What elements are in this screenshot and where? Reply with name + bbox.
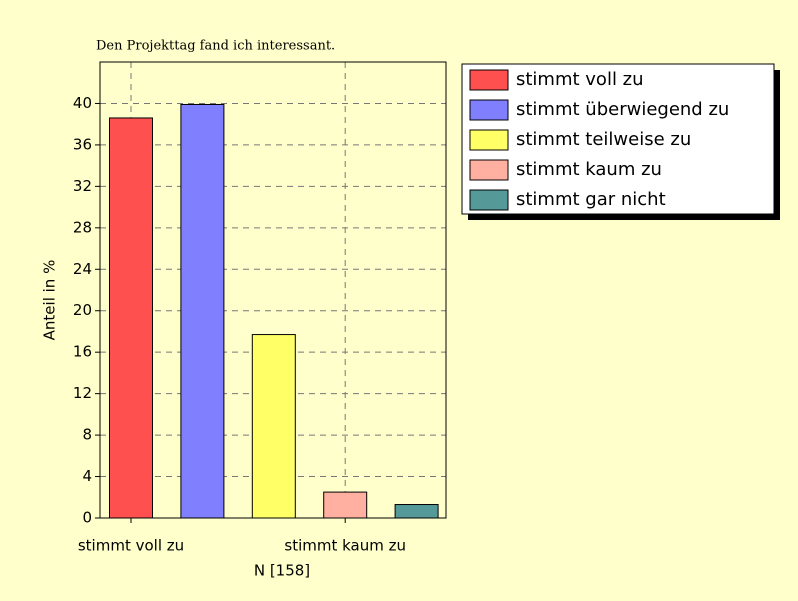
legend-swatch <box>469 159 509 181</box>
y-tick-label: 4 <box>82 467 92 485</box>
legend-swatch <box>469 69 509 91</box>
x-tick-label: stimmt kaum zu <box>284 537 406 555</box>
y-tick-label: 28 <box>73 218 92 236</box>
y-tick-label: 40 <box>73 94 92 112</box>
chart-title: Den Projekttag fand ich interessant. <box>96 39 335 54</box>
y-tick-label: 16 <box>73 343 92 361</box>
y-tick-label: 24 <box>73 260 92 278</box>
plot-border <box>99 61 447 519</box>
legend-label: stimmt teilweise zu <box>516 129 691 150</box>
legend-label: stimmt überwiegend zu <box>516 99 729 120</box>
legend-label: stimmt voll zu <box>516 69 644 90</box>
legend-label: stimmt gar nicht <box>516 189 666 210</box>
x-axis-title: N [158] <box>254 562 310 580</box>
bar <box>251 334 296 519</box>
bar <box>323 491 368 519</box>
legend-swatch <box>469 99 509 121</box>
legend-label: stimmt kaum zu <box>516 159 662 180</box>
y-tick-label: 32 <box>73 177 92 195</box>
y-tick-label: 8 <box>82 426 92 444</box>
bar <box>394 504 439 519</box>
y-tick-label: 36 <box>73 135 92 153</box>
x-tick-label: stimmt voll zu <box>78 537 184 555</box>
bar <box>180 103 225 519</box>
y-tick-label: 0 <box>82 509 92 527</box>
y-axis-title: Anteil in % <box>41 260 59 341</box>
bar <box>109 117 153 519</box>
legend <box>461 63 775 215</box>
legend-swatch <box>469 129 509 151</box>
y-tick-label: 20 <box>73 301 92 319</box>
legend-swatch <box>469 189 509 211</box>
y-tick-label: 12 <box>73 384 92 402</box>
